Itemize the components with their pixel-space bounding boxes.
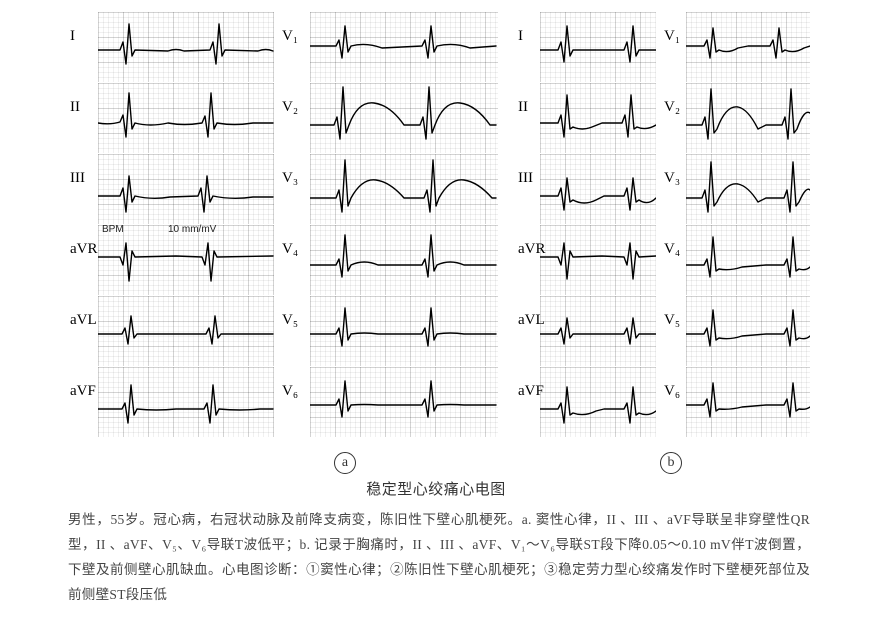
lead-row: V₂ [662,83,810,153]
ecg-trace [540,154,656,224]
ecg-trace [686,154,810,224]
panel-b-limb-column: IIIIIIaVRaVLaVF [516,12,656,442]
lead-row: aVL [68,296,274,366]
lead-row: V₃ [662,154,810,224]
lead-label: V₁ [282,28,298,45]
ecg-trace [310,367,498,437]
lead-label: aVL [70,312,97,329]
lead-row: aVR [68,225,274,295]
ecg-trace [310,83,498,153]
ecg-trace [540,83,656,153]
ecg-trace [686,83,810,153]
lead-label: aVR [70,241,98,258]
lead-row: V₆ [280,367,498,437]
lead-label: III [518,170,533,187]
figure-caption: 稳定型心绞痛心电图 [0,478,872,499]
ecg-trace [98,83,274,153]
lead-row: V₄ [662,225,810,295]
lead-label: V₂ [664,99,680,116]
ecg-trace [98,296,274,366]
lead-row: V₄ [280,225,498,295]
panel-b-chest-column: V₁ V₂ V₃ V₄ V₅ V₆ [662,12,810,442]
ecg-trace [98,225,274,295]
ecg-trace [310,296,498,366]
lead-label: I [70,28,75,45]
ecg-trace [686,12,810,82]
lead-label: III [70,170,85,187]
ecg-figure: IIIIIIaVRaVLaVF V₁V₂V₃V₄V₅V₆ BPM 10 mm/m… [68,12,810,442]
lead-label: V₅ [282,312,298,329]
ecg-trace [540,225,656,295]
lead-row: I [516,12,656,82]
lead-row: V₅ [280,296,498,366]
lead-label: II [518,99,528,116]
lead-label: V₆ [282,383,298,400]
lead-label: aVF [70,383,96,400]
lead-label: V₂ [282,99,298,116]
lead-label: V₄ [664,241,680,258]
ecg-trace [98,154,274,224]
lead-row: II [68,83,274,153]
lead-row: III [516,154,656,224]
lead-row: V₂ [280,83,498,153]
lead-row: aVF [68,367,274,437]
ecg-trace [540,12,656,82]
ecg-trace [686,225,810,295]
ecg-trace [310,12,498,82]
lead-row: V₁ [662,12,810,82]
lead-row: I [68,12,274,82]
panel-marker-b: b [660,452,682,474]
lead-row: II [516,83,656,153]
ecg-trace [310,154,498,224]
lead-row: aVL [516,296,656,366]
ecg-trace [686,367,810,437]
panel-a-chest-column: V₁ V₂ V₃ V₄ V₅ V₆ [280,12,498,442]
panel-a: IIIIIIaVRaVLaVF V₁V₂V₃V₄V₅V₆ BPM 10 mm/m… [68,12,498,442]
ecg-trace [310,225,498,295]
lead-row: aVR [516,225,656,295]
lead-label: V₃ [282,170,298,187]
panel-marker-a: a [334,452,356,474]
panel-markers: a b [0,452,872,480]
lead-row: V₃ [280,154,498,224]
ecg-trace [540,367,656,437]
bpm-label: BPM [102,224,124,235]
lead-label: V₄ [282,241,298,258]
ecg-trace [540,296,656,366]
lead-row: V₆ [662,367,810,437]
figure-description: 男性，55岁。冠心病，右冠状动脉及前降支病变，陈旧性下壁心肌梗死。a. 窦性心律… [68,508,810,608]
lead-label: V₅ [664,312,680,329]
lead-row: V₅ [662,296,810,366]
lead-label: I [518,28,523,45]
lead-label: V₆ [664,383,680,400]
panel-b: IIIIIIaVRaVLaVF V₁V₂V₃V₄V₅V₆ [516,12,810,442]
lead-label: V₃ [664,170,680,187]
lead-row: aVF [516,367,656,437]
lead-row: V₁ [280,12,498,82]
ecg-trace [98,12,274,82]
lead-label: II [70,99,80,116]
ecg-trace [686,296,810,366]
lead-row: III [68,154,274,224]
lead-label: V₁ [664,28,680,45]
gain-label: 10 mm/mV [168,224,216,235]
ecg-trace [98,367,274,437]
